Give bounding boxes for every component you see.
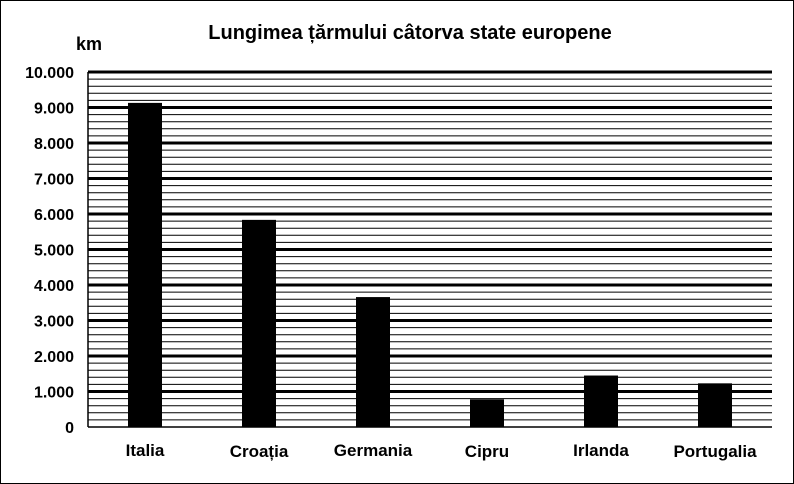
y-tick-label: 1.000 bbox=[34, 385, 74, 402]
bar-0 bbox=[128, 102, 162, 427]
bar-3 bbox=[470, 399, 504, 427]
bar-4 bbox=[584, 375, 618, 427]
y-tick-label: 5.000 bbox=[34, 243, 74, 260]
y-axis-label: km bbox=[76, 34, 102, 54]
bar-2 bbox=[356, 297, 390, 427]
y-tick-label: 3.000 bbox=[34, 314, 74, 331]
x-tick-label: Italia bbox=[126, 441, 165, 460]
x-tick-labels: Italia Croația Germania Cipru Irlanda Portuga… bbox=[126, 441, 757, 461]
x-tick-label: Croația bbox=[230, 442, 289, 461]
y-tick-label: 4.000 bbox=[34, 278, 74, 295]
y-tick-labels: 0 1.000 2.000 3.000 4.000 5.000 6.000 7.000 8.00… bbox=[25, 65, 74, 437]
chart-title: Lungimea țărmului câtorva state europene bbox=[208, 22, 611, 44]
x-tick-label: Portugalia bbox=[673, 442, 757, 461]
y-tick-label: 7.000 bbox=[34, 172, 74, 189]
y-tick-label: 2.000 bbox=[34, 349, 74, 366]
x-tick-label: Cipru bbox=[465, 442, 509, 461]
y-tick-label: 0 bbox=[65, 420, 74, 437]
gridlines bbox=[88, 70, 772, 421]
y-tick-label: 6.000 bbox=[34, 207, 74, 224]
y-tick-label: 9.000 bbox=[34, 101, 74, 118]
bar-1 bbox=[242, 219, 276, 427]
bar-5 bbox=[698, 383, 732, 427]
x-tick-label: Germania bbox=[334, 441, 413, 460]
y-tick-label: 8.000 bbox=[34, 136, 74, 153]
y-tick-label: 10.000 bbox=[25, 65, 74, 82]
x-tick-label: Irlanda bbox=[573, 441, 629, 460]
bars bbox=[128, 102, 732, 427]
